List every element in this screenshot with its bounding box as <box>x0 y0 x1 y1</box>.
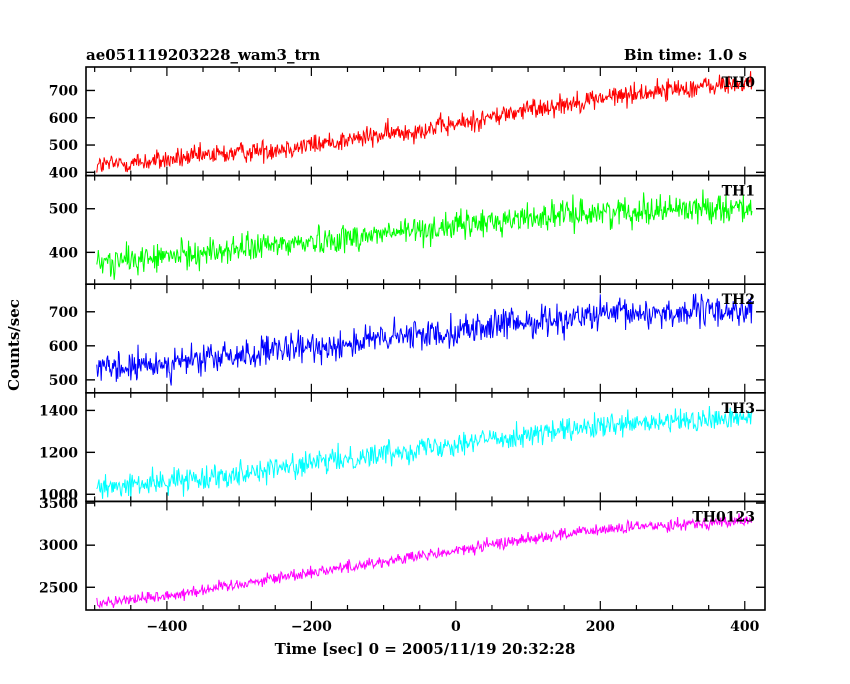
panels-group: 400 500 600 700 TH0 400 500 TH1 500 600 700 TH2 1000… <box>39 66 766 611</box>
x-axis-label: Time [sec] 0 = 2005/11/19 20:32:28 <box>275 640 576 658</box>
panel-label-th2: TH2 <box>722 292 755 308</box>
panel-th0123: 2500 3000 3500 TH0123 <box>39 496 766 611</box>
y-tick-label: 1000 <box>39 487 78 503</box>
y-tick-label: 400 <box>49 245 78 261</box>
series-line-th0123 <box>96 513 753 610</box>
panel-frame <box>85 500 766 611</box>
panel-th3: 1000 1200 1400 TH3 <box>39 391 766 503</box>
y-tick-label: 3000 <box>39 538 78 554</box>
series-line-th0 <box>96 71 753 173</box>
y-tick-label: 700 <box>49 305 78 321</box>
panel-th1: 400 500 TH1 <box>49 174 766 286</box>
panel-label-th3: TH3 <box>722 401 755 417</box>
y-tick-label: 1200 <box>39 445 78 461</box>
panel-th2: 500 600 700 TH2 <box>49 283 766 394</box>
panel-label-th1: TH1 <box>722 184 755 200</box>
y-tick-label: 2500 <box>39 580 78 596</box>
series-line-th3 <box>96 405 753 501</box>
y-tick-label: 500 <box>49 138 78 154</box>
y-tick-label: 1400 <box>39 403 78 419</box>
y-tick-label: 600 <box>49 339 78 355</box>
panel-label-th0123: TH0123 <box>692 509 755 525</box>
y-tick-label: 500 <box>49 373 78 389</box>
panel-th0: 400 500 600 700 TH0 <box>49 66 766 181</box>
x-tick-label: 0 <box>451 619 461 635</box>
series-line-th1 <box>96 189 753 280</box>
x-tick-label: 400 <box>730 619 759 635</box>
y-tick-label: 3500 <box>39 496 78 512</box>
series-line-th2 <box>96 293 753 386</box>
y-tick-label: 400 <box>49 165 78 181</box>
y-axis-label: Counts/sec <box>5 299 23 391</box>
y-tick-label: 500 <box>49 202 78 218</box>
chart-title: ae051119203228_wam3_trn <box>86 46 320 64</box>
x-tick-label: −400 <box>146 619 187 635</box>
x-tick-label: 200 <box>586 619 615 635</box>
bin-time-label: Bin time: 1.0 s <box>624 46 747 64</box>
y-tick-label: 600 <box>49 111 78 127</box>
x-tick-label: −200 <box>291 619 332 635</box>
y-tick-label: 700 <box>49 83 78 99</box>
x-axis: −400 −200 0 200 400 <box>146 619 759 635</box>
panel-label-th0: TH0 <box>722 75 756 91</box>
